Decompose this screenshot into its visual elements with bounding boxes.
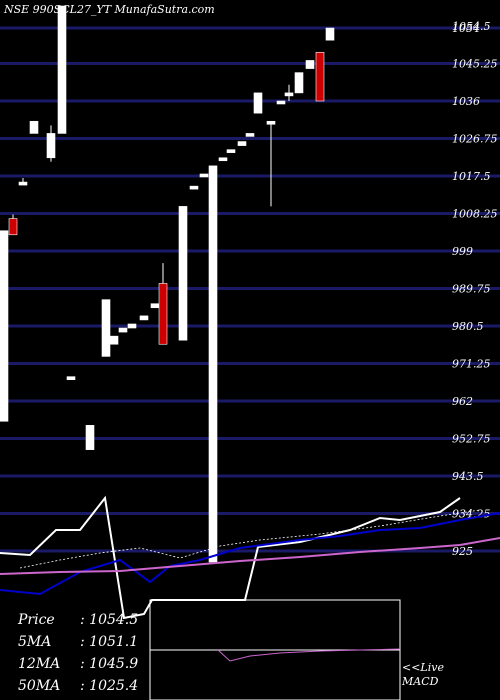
candle-body: [284, 92, 294, 97]
candle-body: [253, 92, 263, 114]
y-tick-label: 1045.25: [452, 58, 498, 71]
macd-signal-line: [217, 648, 401, 662]
candle-body: [101, 299, 111, 357]
candle-body: [315, 52, 325, 102]
macd-name-label: MACD: [402, 675, 439, 688]
ma12-row: 12MA: 1045.9: [18, 656, 139, 672]
y-tick-label: 989.75: [452, 283, 491, 296]
ma50-label: 50MA: [18, 678, 61, 694]
y-tick-label: 943.5: [452, 470, 484, 483]
y-tick-label: 971.25: [452, 358, 491, 371]
y-tick-label: 952.75: [452, 433, 491, 446]
candle-body: [276, 100, 286, 105]
candle-body: [109, 335, 119, 345]
y-tick-label: 1017.5: [452, 170, 491, 183]
y-tick-label: 1008.25: [452, 208, 498, 221]
ma-short-line: [0, 512, 500, 596]
candle-body: [139, 315, 149, 321]
candle-body: [189, 185, 199, 190]
candle-body: [158, 283, 168, 345]
candle-body: [29, 120, 39, 134]
candle-body: [66, 376, 76, 380]
candle-body: [178, 206, 188, 341]
price-label: Price: [18, 612, 55, 628]
candle-body: [305, 60, 315, 69]
y-tick-label: 1026.75: [452, 133, 498, 146]
candle-body: [46, 133, 56, 159]
ma5-value: 1051.1: [89, 634, 139, 650]
ma5-label: 5MA: [18, 634, 52, 650]
y-tick-label: 980.5: [452, 320, 484, 333]
candle-body: [199, 173, 209, 178]
candle-body: [85, 425, 95, 450]
candle-body: [237, 141, 247, 146]
grid-lines: [0, 26, 500, 553]
candle-body: [57, 5, 67, 134]
ma12-label: 12MA: [18, 656, 61, 672]
candle-body: [150, 303, 160, 309]
candle-body: [294, 72, 304, 94]
y-tick-label: 1036: [452, 95, 480, 108]
ma5-row: 5MA: 1051.1: [18, 634, 139, 650]
y-tick-label: 925: [452, 545, 473, 558]
candles: [0, 5, 335, 563]
y-tick-label: 999: [452, 245, 473, 258]
candle-body: [118, 327, 128, 333]
ma50-row: 50MA: 1025.4: [18, 678, 139, 694]
candle-body: [245, 133, 255, 137]
candle-body: [0, 230, 9, 422]
candle-body: [226, 149, 236, 153]
candle-body: [127, 323, 137, 329]
chart-header: NSE 990SCL27_YT MunafaSutra.com: [4, 3, 215, 16]
ma12-value: 1045.9: [89, 656, 139, 672]
price-value: 1054.5: [89, 612, 139, 628]
macd-panel: [149, 599, 401, 700]
ma50-value: 1025.4: [89, 678, 139, 694]
candle-body: [8, 218, 18, 236]
candle-body: [325, 27, 335, 41]
candle-body: [266, 120, 276, 125]
candle-body: [18, 181, 28, 186]
site-label: MunafaSutra.com: [114, 3, 215, 16]
ma-long-line: [0, 537, 500, 575]
ma-dotted-line: [19, 509, 481, 569]
macd-live-label: <<Live: [402, 661, 444, 674]
candle-body: [218, 157, 228, 162]
y-tick-label: 962: [452, 395, 473, 408]
symbol-label: NSE 990SCL27_YT: [4, 3, 112, 16]
price-row: Price: 1054.5: [18, 612, 139, 628]
y-tick-label: 1054.5: [452, 20, 491, 33]
candle-body: [208, 165, 218, 563]
y-tick-label: 1054: [452, 22, 480, 35]
